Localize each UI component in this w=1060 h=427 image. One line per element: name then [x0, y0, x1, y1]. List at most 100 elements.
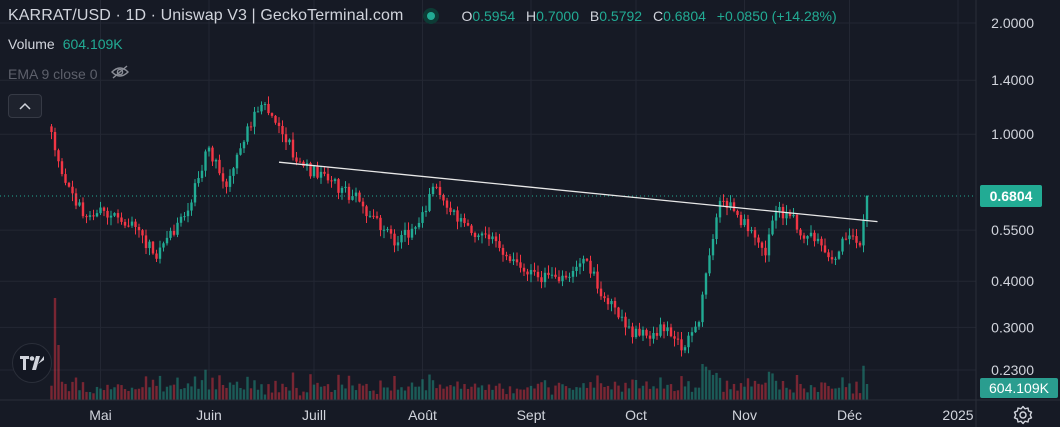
candle-body[interactable]	[109, 215, 113, 218]
candle-body[interactable]	[631, 326, 634, 338]
candle-body[interactable]	[568, 276, 571, 278]
candle-body[interactable]	[113, 213, 116, 216]
candle-body[interactable]	[676, 338, 680, 340]
candle-body[interactable]	[347, 186, 351, 200]
candle-body[interactable]	[235, 154, 239, 169]
candlesticks[interactable]	[50, 96, 869, 357]
candle-body[interactable]	[652, 333, 655, 339]
candle-body[interactable]	[816, 238, 820, 242]
candle-body[interactable]	[830, 257, 834, 260]
candle-body[interactable]	[802, 235, 806, 239]
candle-body[interactable]	[477, 235, 480, 238]
candle-body[interactable]	[690, 332, 694, 336]
candle-body[interactable]	[57, 150, 60, 162]
candle-body[interactable]	[515, 259, 519, 263]
candle-body[interactable]	[354, 192, 358, 197]
candle-body[interactable]	[64, 174, 67, 183]
eye-off-icon[interactable]	[110, 64, 130, 83]
candle-body[interactable]	[694, 326, 697, 333]
candle-body[interactable]	[445, 200, 449, 208]
candle-body[interactable]	[505, 254, 508, 257]
candle-body[interactable]	[225, 181, 228, 187]
candle-body[interactable]	[512, 259, 515, 262]
candle-body[interactable]	[260, 104, 263, 112]
candle-body[interactable]	[92, 215, 95, 217]
candle-body[interactable]	[400, 234, 403, 243]
gear-icon[interactable]	[1013, 405, 1033, 425]
candle-body[interactable]	[543, 272, 547, 283]
candle-body[interactable]	[193, 183, 197, 203]
candle-body[interactable]	[127, 225, 130, 227]
candle-body[interactable]	[575, 266, 578, 271]
candle-body[interactable]	[641, 329, 645, 336]
candle-body[interactable]	[764, 247, 767, 256]
candle-body[interactable]	[564, 275, 568, 278]
candle-body[interactable]	[162, 243, 165, 248]
candle-body[interactable]	[239, 148, 242, 155]
candle-body[interactable]	[585, 258, 589, 261]
candle-body[interactable]	[123, 221, 127, 226]
candle-body[interactable]	[291, 139, 295, 158]
candle-body[interactable]	[214, 159, 218, 162]
candle-body[interactable]	[711, 239, 715, 256]
candle-body[interactable]	[375, 216, 379, 218]
candle-body[interactable]	[435, 186, 438, 188]
candle-body[interactable]	[799, 229, 802, 236]
candle-body[interactable]	[60, 161, 64, 175]
candle-body[interactable]	[284, 134, 288, 143]
candle-body[interactable]	[277, 122, 281, 126]
candle-body[interactable]	[211, 147, 214, 162]
candle-body[interactable]	[267, 103, 270, 114]
candle-body[interactable]	[116, 213, 120, 218]
candle-body[interactable]	[403, 229, 407, 235]
candle-body[interactable]	[323, 171, 326, 174]
candle-body[interactable]	[610, 300, 613, 305]
candle-body[interactable]	[246, 126, 249, 142]
candle-body[interactable]	[361, 201, 365, 207]
candle-body[interactable]	[442, 194, 445, 201]
candle-body[interactable]	[53, 132, 57, 151]
candle-body[interactable]	[617, 307, 620, 318]
candle-body[interactable]	[319, 171, 323, 178]
candle-body[interactable]	[725, 200, 729, 208]
candle-body[interactable]	[508, 256, 512, 262]
volume-legend[interactable]: Volume 604.109K	[8, 36, 123, 52]
candle-body[interactable]	[316, 166, 319, 178]
candle-body[interactable]	[540, 277, 543, 283]
candle-body[interactable]	[295, 157, 298, 162]
candle-body[interactable]	[767, 234, 771, 256]
candle-body[interactable]	[183, 216, 186, 218]
candle-body[interactable]	[746, 219, 750, 232]
candle-body[interactable]	[172, 230, 176, 235]
candle-body[interactable]	[603, 296, 606, 299]
candle-body[interactable]	[155, 253, 158, 259]
candle-body[interactable]	[344, 186, 347, 188]
candle-body[interactable]	[249, 126, 253, 128]
candle-body[interactable]	[704, 273, 708, 295]
candle-body[interactable]	[71, 186, 74, 194]
candle-body[interactable]	[841, 238, 844, 252]
candle-body[interactable]	[452, 210, 456, 212]
candle-body[interactable]	[491, 236, 494, 240]
candle-body[interactable]	[578, 263, 582, 267]
candle-body[interactable]	[204, 151, 207, 171]
candle-body[interactable]	[190, 202, 193, 211]
candle-body[interactable]	[165, 237, 169, 244]
candle-body[interactable]	[848, 235, 851, 240]
candle-body[interactable]	[102, 207, 106, 211]
candle-body[interactable]	[865, 195, 869, 220]
candle-body[interactable]	[596, 271, 599, 289]
candle-body[interactable]	[148, 241, 151, 249]
candle-body[interactable]	[659, 324, 662, 336]
candle-body[interactable]	[337, 179, 340, 193]
candle-body[interactable]	[599, 288, 603, 297]
candle-body[interactable]	[697, 322, 701, 327]
candle-body[interactable]	[428, 194, 431, 211]
candle-body[interactable]	[158, 247, 162, 259]
candle-body[interactable]	[519, 262, 522, 268]
trend-line[interactable]	[278, 161, 878, 223]
candle-body[interactable]	[232, 168, 235, 176]
candle-body[interactable]	[494, 236, 498, 242]
candle-body[interactable]	[438, 186, 442, 195]
candle-body[interactable]	[207, 147, 211, 152]
